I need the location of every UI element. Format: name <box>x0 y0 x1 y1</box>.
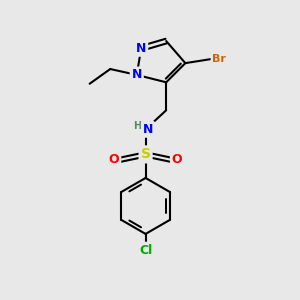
Text: N: N <box>143 123 153 136</box>
Text: O: O <box>109 153 119 166</box>
Text: S: S <box>141 147 151 161</box>
Text: H: H <box>133 121 141 131</box>
Text: O: O <box>172 153 182 166</box>
Text: Br: Br <box>212 54 226 64</box>
Text: Cl: Cl <box>139 244 152 256</box>
Text: N: N <box>136 42 146 55</box>
Text: N: N <box>132 68 142 81</box>
